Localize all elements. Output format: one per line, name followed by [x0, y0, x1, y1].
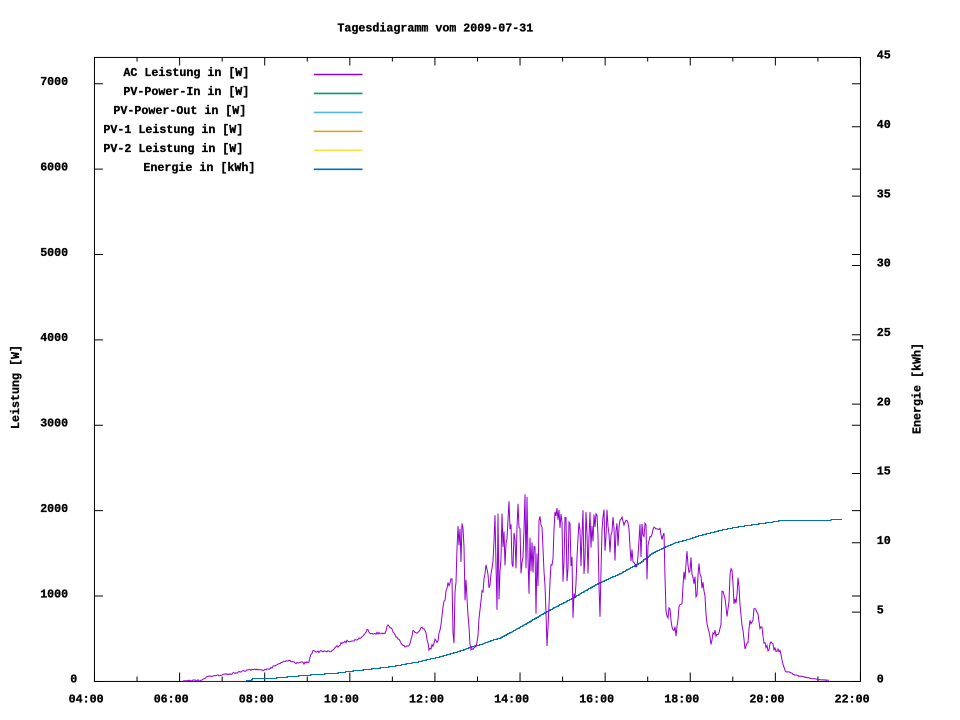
svg-text:15: 15: [877, 465, 891, 479]
svg-text:14:00: 14:00: [494, 692, 529, 706]
svg-text:22:00: 22:00: [835, 692, 870, 706]
svg-text:3000: 3000: [40, 417, 68, 431]
svg-text:7000: 7000: [40, 75, 68, 89]
svg-text:4000: 4000: [40, 331, 68, 345]
svg-text:PV-Power-Out in [W]: PV-Power-Out in [W]: [113, 104, 246, 118]
svg-text:5000: 5000: [40, 246, 68, 260]
svg-text:5: 5: [877, 603, 884, 617]
svg-text:40: 40: [877, 118, 891, 132]
svg-text:2000: 2000: [40, 502, 68, 516]
svg-text:45: 45: [877, 49, 891, 63]
svg-text:Energie in [kWh]: Energie in [kWh]: [143, 161, 255, 175]
svg-text:16:00: 16:00: [579, 692, 614, 706]
svg-text:AC Leistung in [W]: AC Leistung in [W]: [123, 66, 249, 80]
svg-text:20:00: 20:00: [749, 692, 784, 706]
svg-text:Tagesdiagramm vom 2009-07-31: Tagesdiagramm vom 2009-07-31: [337, 21, 533, 35]
svg-text:08:00: 08:00: [239, 692, 274, 706]
svg-text:0: 0: [877, 673, 884, 687]
svg-text:PV-Power-In in [W]: PV-Power-In in [W]: [123, 85, 249, 99]
svg-text:20: 20: [877, 395, 891, 409]
svg-text:1000: 1000: [40, 587, 68, 601]
svg-text:6000: 6000: [40, 160, 68, 174]
svg-text:06:00: 06:00: [154, 692, 189, 706]
svg-text:18:00: 18:00: [664, 692, 699, 706]
svg-text:10: 10: [877, 534, 891, 548]
svg-text:Leistung [W]: Leistung [W]: [9, 345, 23, 429]
svg-text:PV-1 Leistung in [W]: PV-1 Leistung in [W]: [103, 123, 243, 137]
svg-text:0: 0: [70, 673, 77, 687]
svg-text:30: 30: [877, 257, 891, 271]
svg-text:25: 25: [877, 326, 891, 340]
svg-text:10:00: 10:00: [324, 692, 359, 706]
svg-text:04:00: 04:00: [69, 692, 104, 706]
svg-text:12:00: 12:00: [409, 692, 444, 706]
svg-text:Energie [kWh]: Energie [kWh]: [910, 343, 924, 434]
svg-text:PV-2 Leistung in [W]: PV-2 Leistung in [W]: [103, 142, 243, 156]
svg-text:35: 35: [877, 187, 891, 201]
